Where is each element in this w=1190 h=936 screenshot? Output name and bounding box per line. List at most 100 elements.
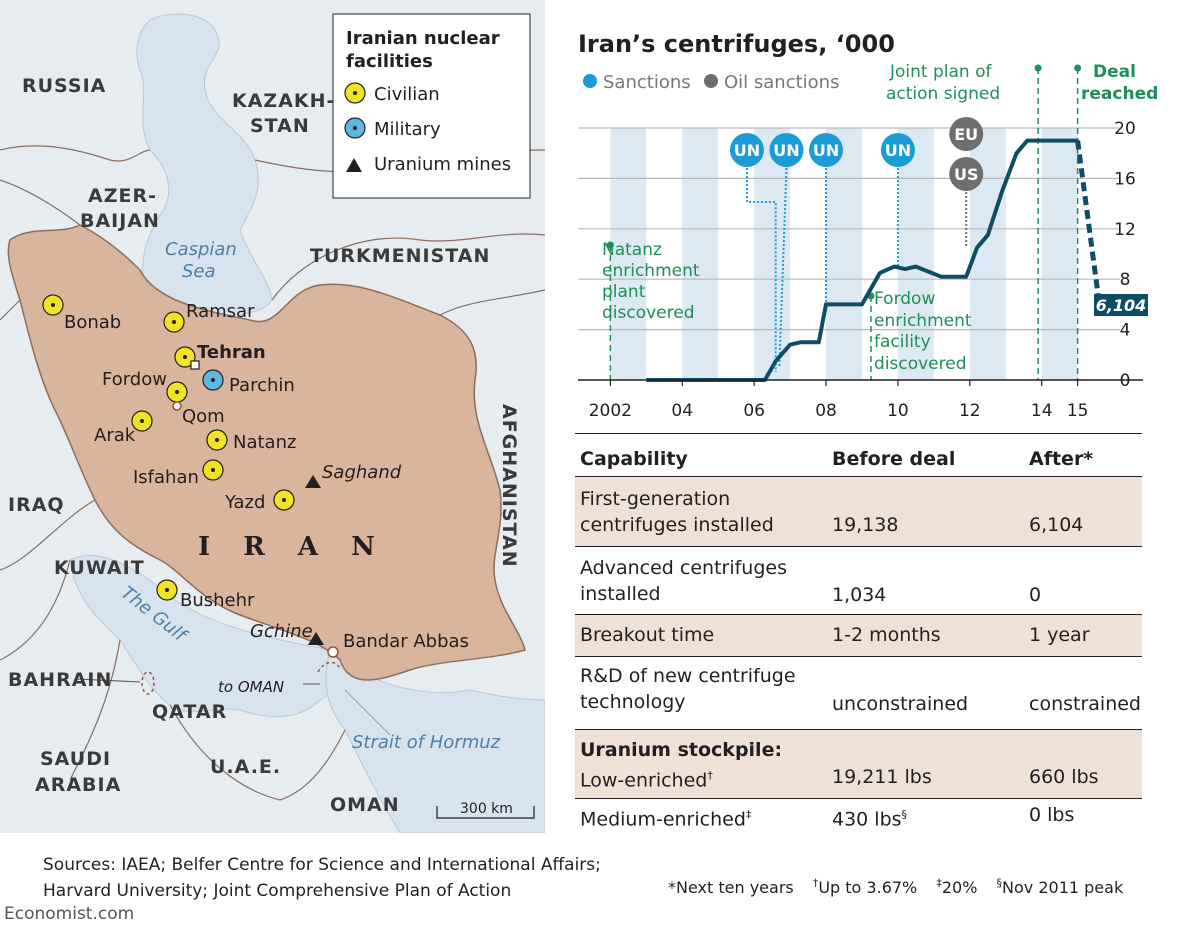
bandar-abbas-marker bbox=[327, 646, 339, 658]
label-caspian-1: Caspian bbox=[165, 239, 237, 260]
event-markers bbox=[606, 64, 1082, 380]
centrifuge-chart: Iran’s centrifuges, ‘000 Sanctions Oil s… bbox=[578, 30, 1158, 421]
x-tick-label: 2002 bbox=[589, 401, 632, 421]
label-bahrain: BAHRAIN bbox=[8, 669, 112, 691]
legend-military-label: Military bbox=[374, 119, 441, 140]
footnote-section: §Nov 2011 peak bbox=[996, 877, 1124, 898]
row-capability: Medium-enriched‡ bbox=[580, 808, 752, 831]
x-tick-label: 12 bbox=[959, 401, 981, 421]
label-yazd: Yazd bbox=[224, 492, 265, 513]
gridlines bbox=[578, 127, 1120, 331]
label-caspian-2: Sea bbox=[182, 261, 216, 282]
oil-badge-label: US bbox=[954, 165, 979, 184]
radiation-icon-isfahan bbox=[202, 459, 224, 481]
legend-oil-label: Oil sanctions bbox=[724, 72, 839, 93]
row-before: unconstrained bbox=[832, 693, 969, 715]
label-azerbaijan-2: BAIJAN bbox=[80, 210, 160, 232]
radiation-icon-natanz bbox=[206, 429, 228, 451]
brand-label: Economist.com bbox=[4, 904, 135, 924]
x-tick-label: 14 bbox=[1031, 401, 1053, 421]
radiation-icon-fordow bbox=[166, 381, 188, 403]
legend-mine-icon bbox=[346, 158, 362, 172]
row-after: constrained bbox=[1029, 693, 1141, 715]
iran-territory bbox=[7, 224, 526, 681]
un-badge-label: UN bbox=[813, 141, 839, 160]
label-gchine: Gchine bbox=[250, 621, 313, 642]
legend-sanctions-swatch bbox=[583, 74, 597, 88]
footnotes: *Next ten years †Up to 3.67% ‡20% §Nov 2… bbox=[668, 877, 1137, 897]
footnote-star: *Next ten years bbox=[668, 878, 794, 898]
un-badge bbox=[729, 133, 764, 167]
year-band bbox=[1041, 128, 1078, 380]
label-russia: RUSSIA bbox=[22, 75, 106, 97]
x-tick-label: 10 bbox=[887, 401, 909, 421]
header-after: After* bbox=[1029, 448, 1094, 470]
header-before: Before deal bbox=[832, 448, 956, 470]
event-fordow-1: Fordow bbox=[874, 289, 935, 309]
legend-military-icon bbox=[344, 117, 366, 139]
badge-connector bbox=[745, 168, 777, 372]
radiation-icon-ramsar bbox=[163, 311, 185, 333]
y-tick-label: 20 bbox=[1114, 119, 1136, 139]
x-tick-label: 06 bbox=[743, 401, 765, 421]
table-row: R&D of new centrifuge technology unconstr… bbox=[575, 656, 1142, 730]
oil-badge bbox=[949, 157, 984, 191]
label-saudi-2: ARABIA bbox=[35, 774, 121, 796]
year-band bbox=[826, 128, 862, 380]
event-fordow-2: enrichment bbox=[874, 311, 972, 331]
y-tick-label: 12 bbox=[1114, 220, 1136, 240]
label-qom: Qom bbox=[182, 406, 225, 427]
label-to-oman: to OMAN bbox=[218, 678, 284, 696]
musandam-dashed bbox=[317, 661, 341, 673]
y-tick-label: 16 bbox=[1114, 169, 1136, 189]
label-kuwait: KUWAIT bbox=[54, 557, 145, 579]
tehran-capital-marker bbox=[190, 360, 200, 370]
legend-civilian-icon bbox=[344, 82, 366, 104]
sanction-badges: UN UN UN UN EU US bbox=[729, 117, 984, 372]
radiation-icon-bonab bbox=[42, 294, 64, 316]
oil-badge bbox=[949, 117, 984, 151]
row-after: 0 bbox=[1029, 584, 1042, 606]
un-badge-label: UN bbox=[734, 141, 760, 160]
label-bandar-abbas: Bandar Abbas bbox=[343, 631, 469, 652]
label-qatar: QATAR bbox=[152, 701, 227, 723]
row-after: 660 lbs bbox=[1029, 766, 1099, 788]
table-header-row: Capability Before deal After* bbox=[575, 433, 1142, 476]
row-capability: Advanced centrifuges installed bbox=[580, 557, 787, 605]
un-badge-label: UN bbox=[885, 141, 911, 160]
label-natanz: Natanz bbox=[233, 432, 296, 453]
un-badge bbox=[769, 133, 804, 167]
label-afghanistan: AFGHANISTAN bbox=[498, 404, 520, 568]
table-row: Uranium stockpile: Low-enriched† 19,211 l… bbox=[575, 729, 1142, 799]
footnote-ddagger: ‡20% bbox=[936, 877, 978, 898]
sources: Sources: IAEA; Belfer Centre for Science… bbox=[43, 852, 601, 904]
hormuz-leader bbox=[344, 689, 391, 736]
label-kazakhstan-1: KAZAKH- bbox=[232, 90, 335, 112]
table-row: First-generation centrifuges installed 19… bbox=[575, 476, 1142, 547]
sources-line-2: Harvard University; Joint Comprehensive … bbox=[43, 881, 512, 901]
year-bands bbox=[610, 128, 1078, 380]
the-gulf bbox=[69, 555, 342, 718]
sources-line-1: Sources: IAEA; Belfer Centre for Science… bbox=[43, 855, 601, 875]
year-band bbox=[897, 128, 934, 380]
legend-oil-swatch bbox=[704, 74, 718, 88]
site-icons bbox=[42, 294, 339, 658]
legend-mines-label: Uranium mines bbox=[374, 154, 511, 175]
label-saudi-1: SAUDI bbox=[40, 748, 111, 770]
badge-connector bbox=[778, 167, 788, 368]
row-capability: First-generation centrifuges installed bbox=[580, 488, 774, 536]
radiation-icon-tehran bbox=[174, 346, 196, 368]
event-fordow-3: facility bbox=[874, 332, 931, 352]
y-tick-label: 8 bbox=[1120, 270, 1131, 290]
label-iraq: IRAQ bbox=[8, 494, 65, 516]
series-line-centrifuges bbox=[646, 138, 1078, 382]
gulf-of-oman bbox=[325, 649, 545, 833]
table-row: Medium-enriched‡ 430 lbs§ 0 lbs bbox=[575, 798, 1142, 837]
table-row: Advanced centrifuges installed 1,034 0 bbox=[575, 546, 1142, 615]
un-badge bbox=[809, 133, 844, 167]
un-badge bbox=[880, 133, 915, 167]
row-before: 430 lbs§ bbox=[832, 808, 908, 831]
event-deal-1: Deal bbox=[1093, 62, 1136, 82]
x-tick-label: 08 bbox=[815, 401, 837, 421]
row-after: 6,104 bbox=[1029, 514, 1084, 536]
